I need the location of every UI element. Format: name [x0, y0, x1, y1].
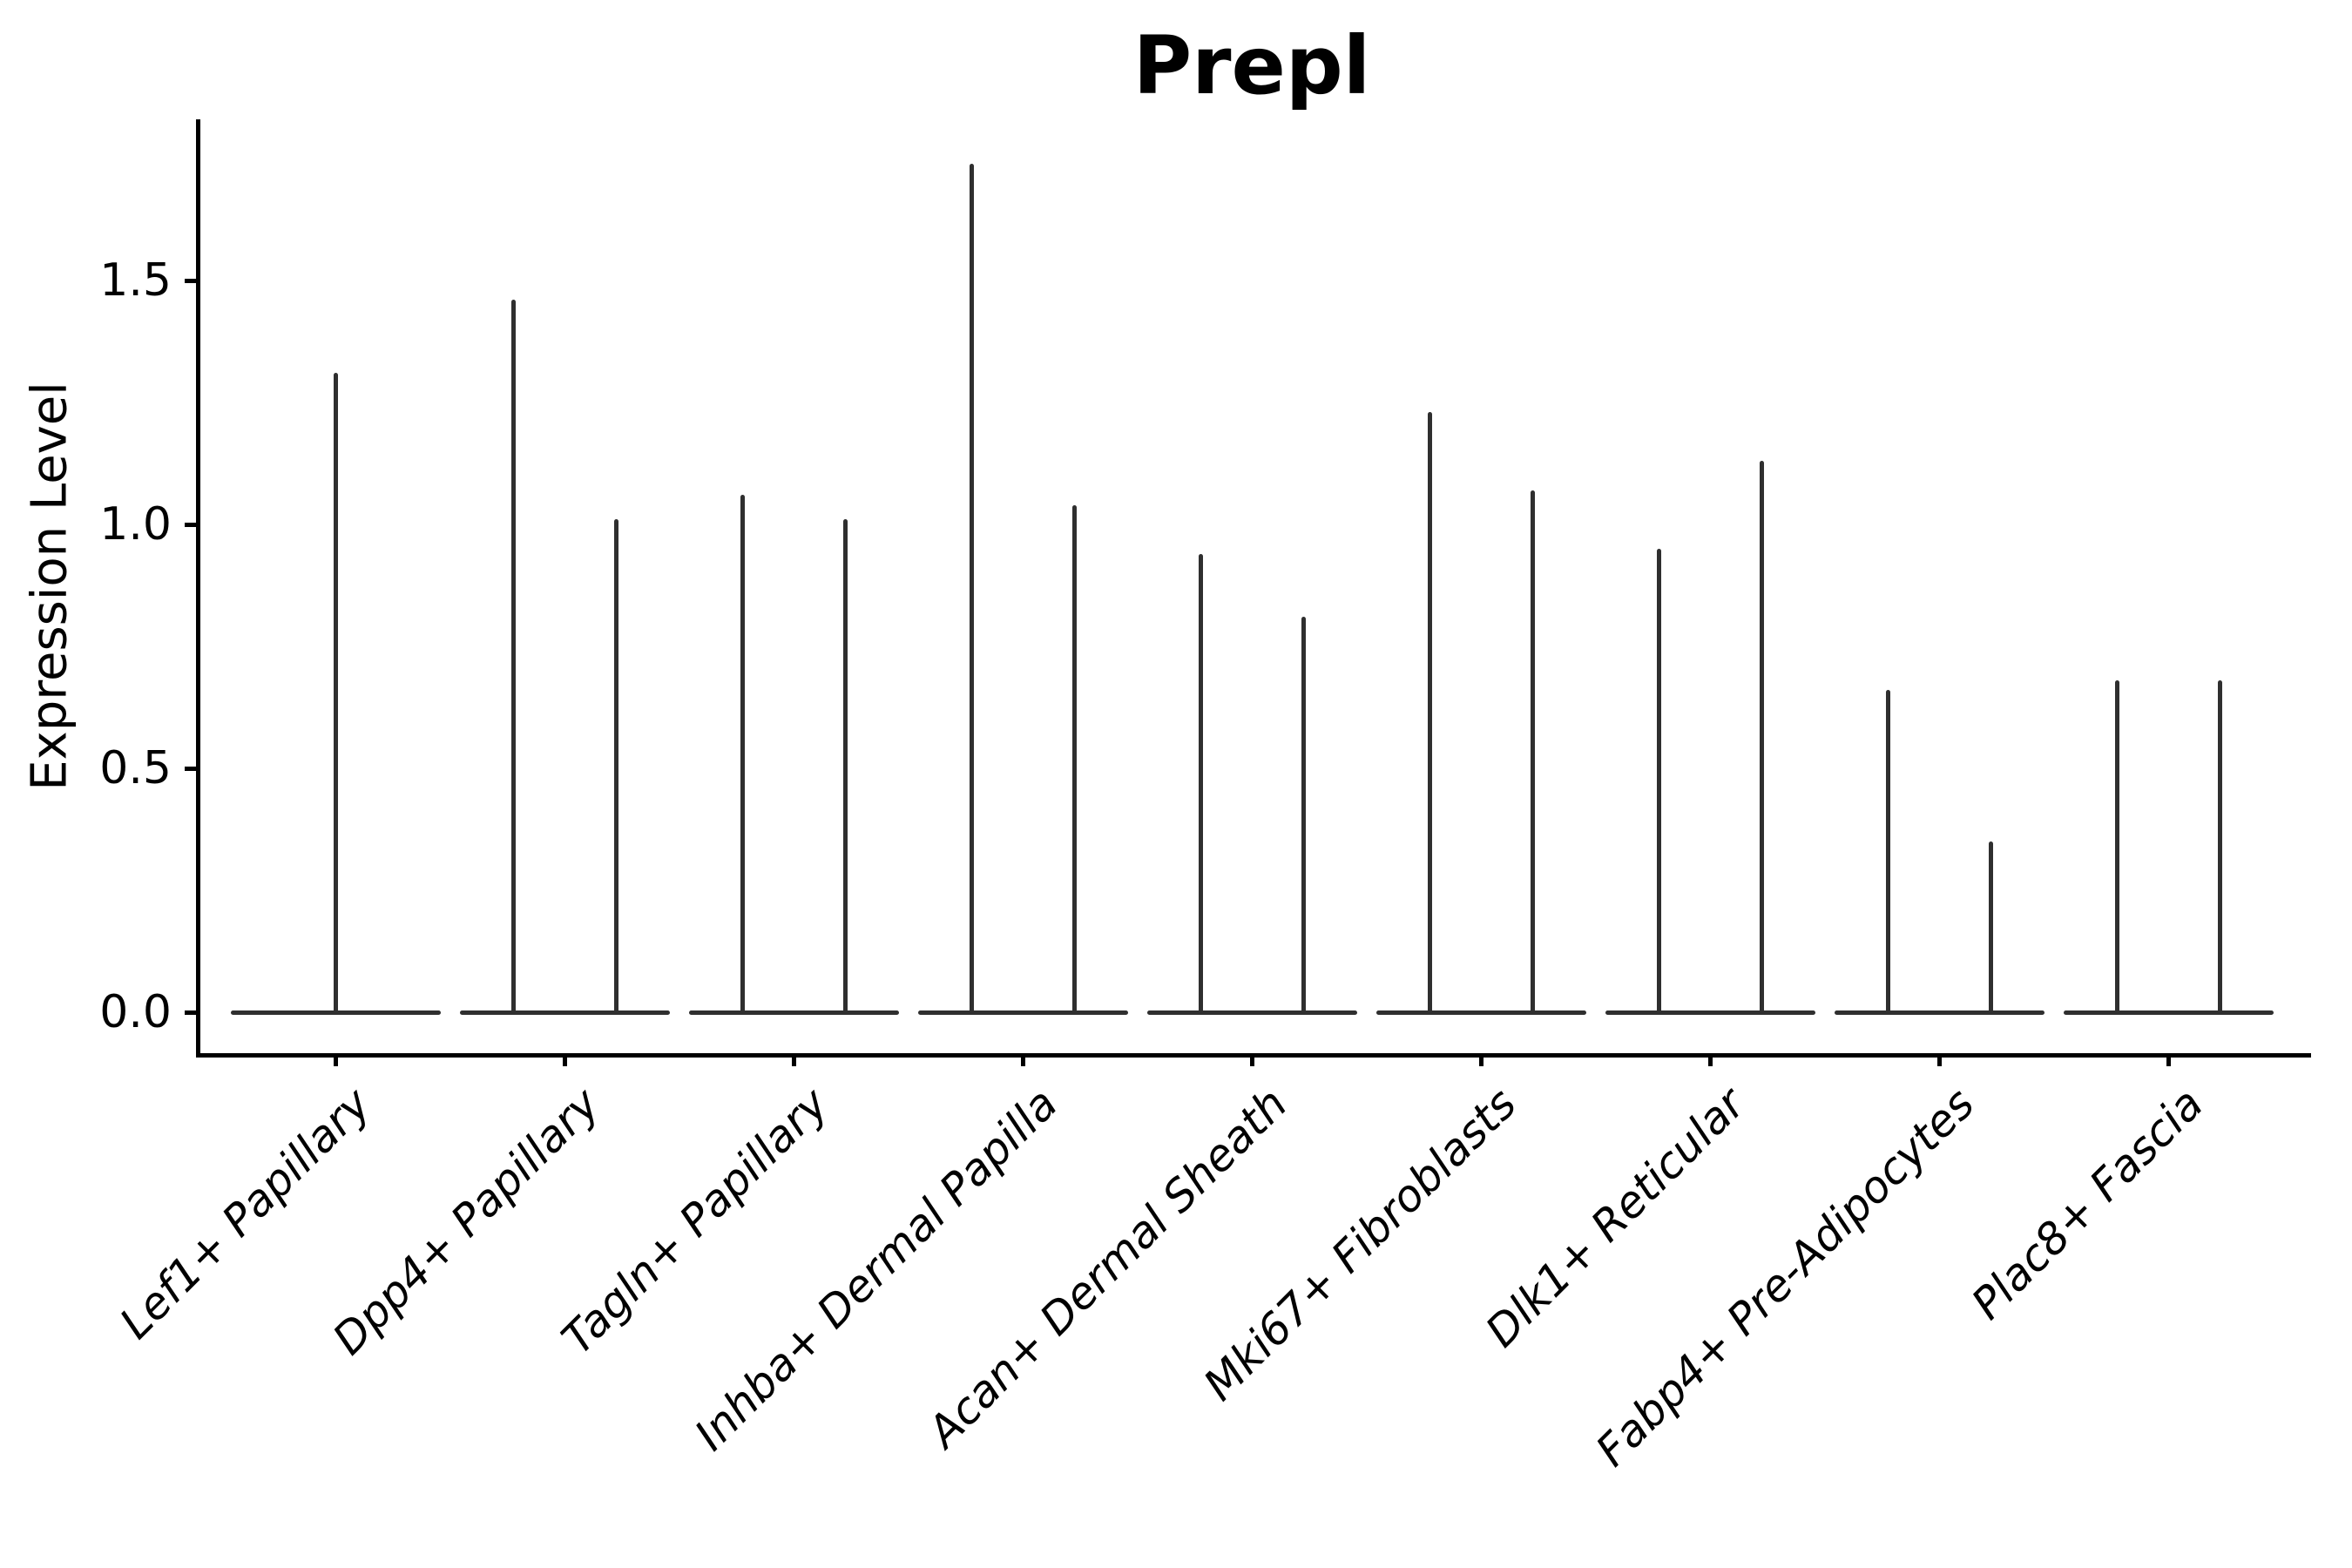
y-axis-label: Expression Level — [21, 382, 78, 791]
y-tick-mark — [185, 1010, 198, 1015]
chart-title: Prepl — [1132, 19, 1371, 112]
x-tick-mark — [2166, 1053, 2171, 1066]
x-tick-label: Fabp4+ Pre-Adipocytes — [1585, 1078, 1984, 1477]
x-tick-mark — [563, 1053, 567, 1066]
x-tick-label: Lef1+ Papillary — [110, 1078, 381, 1349]
violin-base — [918, 1010, 1128, 1015]
violin-base — [689, 1010, 899, 1015]
y-tick-mark — [185, 766, 198, 771]
violin-spike — [1657, 549, 1661, 1015]
y-tick-label: 1.5 — [99, 254, 172, 307]
x-tick-label: Plac8+ Fascia — [1962, 1078, 2213, 1329]
violin-spike — [1531, 490, 1535, 1015]
x-tick-mark — [1250, 1053, 1254, 1066]
x-tick-mark — [334, 1053, 338, 1066]
violin-spike — [1886, 690, 1890, 1015]
x-tick-mark — [1937, 1053, 1942, 1066]
violin-spike — [740, 495, 745, 1015]
violin-spike — [1301, 617, 1306, 1015]
x-tick-mark — [1479, 1053, 1484, 1066]
violin-spike — [970, 163, 974, 1015]
violin-spike — [2218, 680, 2222, 1015]
violin-spike — [1760, 461, 1764, 1015]
y-tick-label: 0.0 — [99, 986, 172, 1038]
violin-base — [2064, 1010, 2274, 1015]
x-tick-mark — [1708, 1053, 1713, 1066]
violin-spike — [334, 373, 338, 1015]
x-tick-mark — [792, 1053, 796, 1066]
violin-spike — [1199, 553, 1203, 1015]
y-tick-mark — [185, 522, 198, 527]
violin-spike — [614, 519, 618, 1015]
violin-spike — [843, 519, 848, 1015]
y-axis-spine — [196, 119, 200, 1058]
violin-base — [460, 1010, 670, 1015]
violin-base — [1376, 1010, 1586, 1015]
y-tick-mark — [185, 278, 198, 283]
violin-spike — [1989, 841, 1993, 1015]
violin-spike — [1428, 412, 1432, 1015]
y-tick-label: 0.5 — [99, 742, 172, 794]
violin-base — [1835, 1010, 2044, 1015]
violin-spike — [1072, 504, 1077, 1015]
violin-base — [1605, 1010, 1815, 1015]
violin-spike — [2115, 680, 2119, 1015]
y-tick-label: 1.0 — [99, 498, 172, 551]
x-tick-mark — [1021, 1053, 1025, 1066]
violin-spike — [511, 300, 516, 1015]
violin-base — [1147, 1010, 1357, 1015]
